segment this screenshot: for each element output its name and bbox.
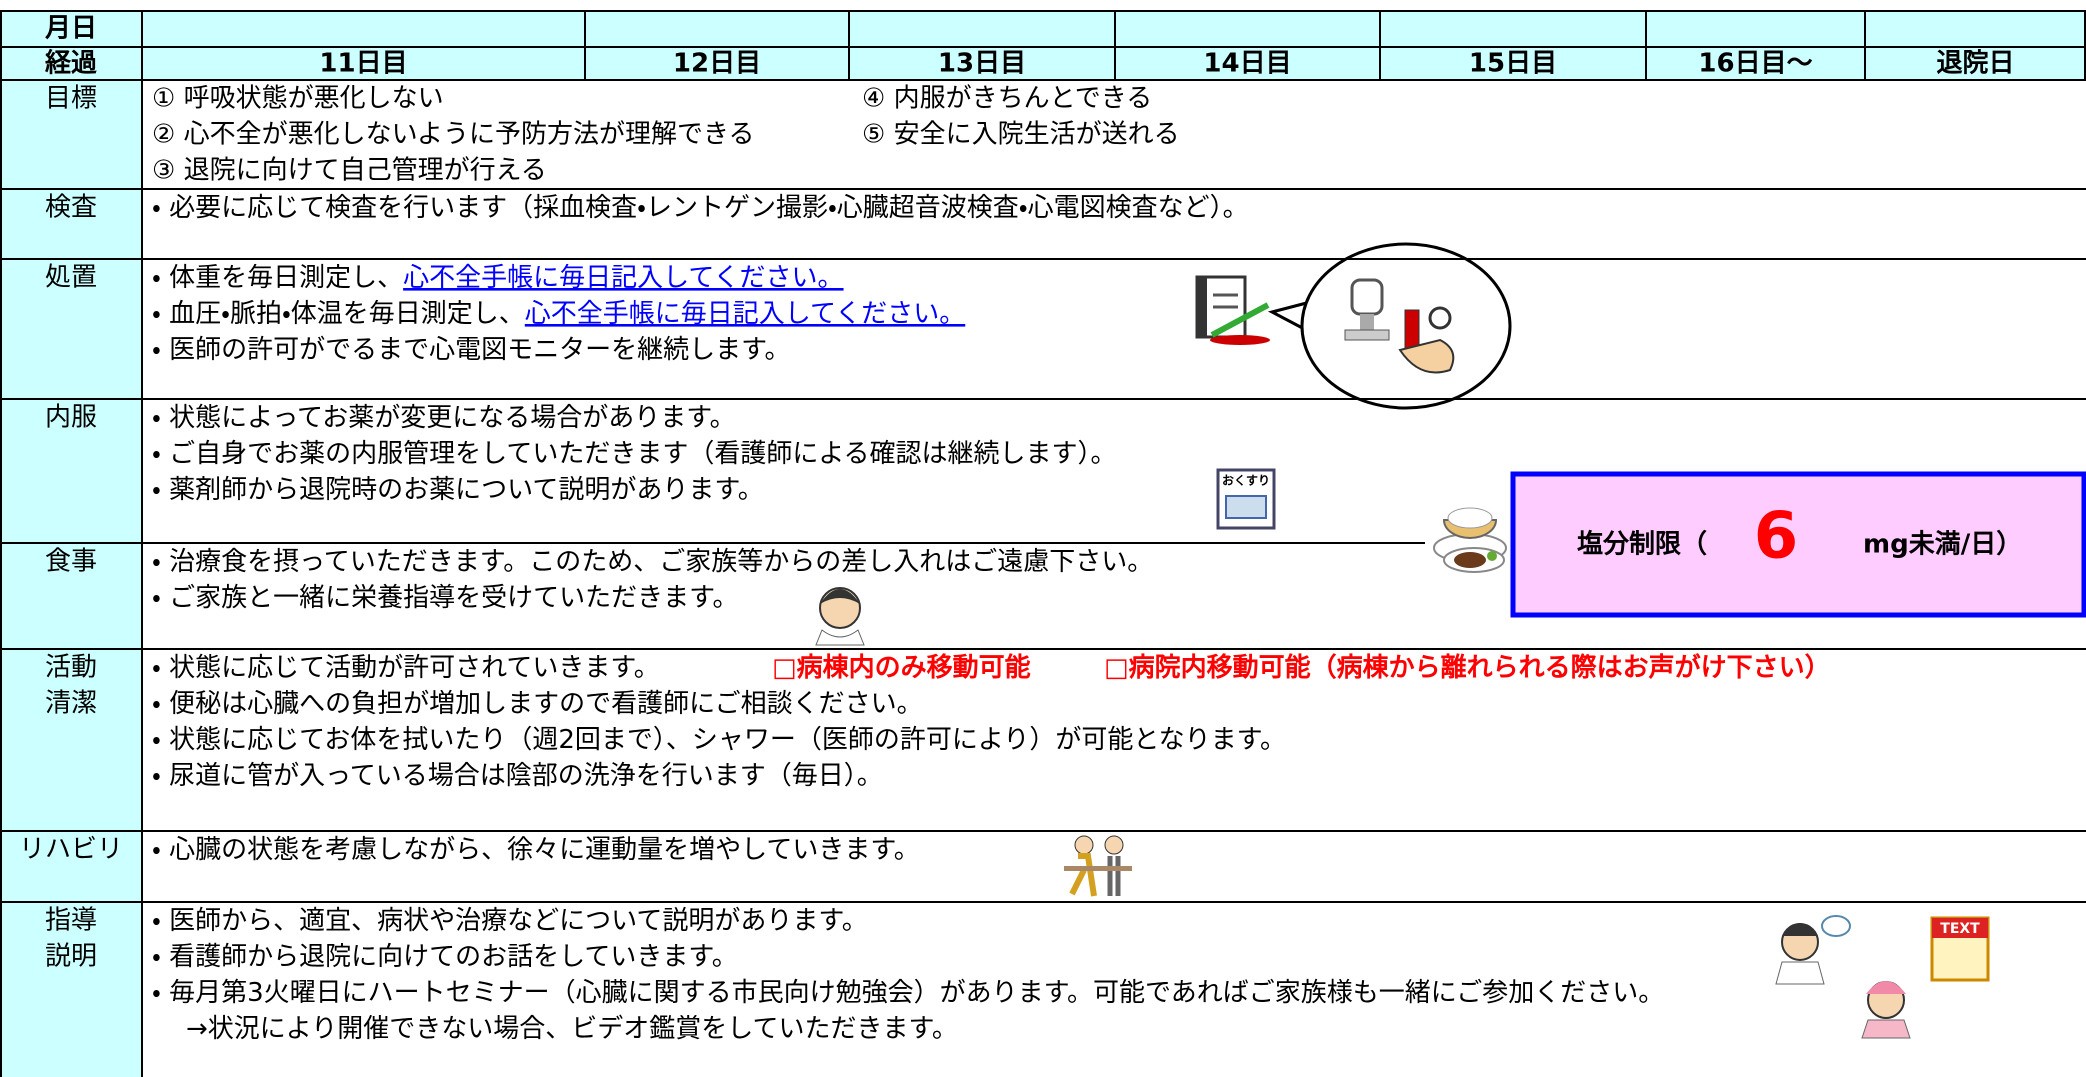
goal: ③ 退院に向けて自己管理が行える [152, 156, 547, 186]
row-line: →状況により開催できない場合、ビデオ鑑賞をしていただきます。 [186, 1014, 958, 1044]
row-line: ・ 必要に応じて検査を行います（採血検査・レントゲン撮影・心臓超音波検査・心電図… [152, 193, 1249, 223]
row-line: ・ 状態に応じてお体を拭いたり（週2回まで）、シャワー（医師の許可により）が可能… [152, 725, 1286, 755]
text-segment: ・ 血圧・脈拍・体温を毎日測定し、 [152, 299, 525, 329]
row-line: ・ 状態によってお薬が変更になる場合があります。 [152, 403, 736, 433]
day-label: 13日目 [938, 49, 1026, 79]
goal: ④ 内服がきちんとできる [862, 84, 1152, 114]
text-segment: ・ 便秘は心臓への負担が増加しますので看護師にご相談ください。 [152, 689, 923, 719]
row-label: 清潔 [45, 689, 97, 719]
grid [0, 10, 2086, 1077]
header-label: 経過 [45, 48, 97, 79]
day-label: 11日目 [319, 49, 407, 79]
nurse-icon [815, 587, 865, 646]
row-line: ・ ご自身でお薬の内服管理をしていただきます（看護師による確認は継続します）。 [152, 439, 1117, 469]
goal: ① 呼吸状態が悪化しない [152, 84, 444, 114]
nurse-icon-2 [1861, 981, 1911, 1039]
day-label: 16日目～ [1698, 49, 1812, 79]
text-segment: ・ 医師の許可がでるまで心電図モニターを継続します。 [152, 335, 791, 365]
day-label: 14日目 [1203, 49, 1291, 79]
text-segment: ・ 尿道に管が入っている場合は陰部の洗浄を行います（毎日）。 [152, 761, 883, 791]
text-segment: →状況により開催できない場合、ビデオ鑑賞をしていただきます。 [186, 1014, 958, 1044]
salt-label: 塩分制限（ [1577, 530, 1707, 560]
row-line: ・ 心臓の状態を考慮しながら、徐々に運動量を増やしていきます。 [152, 835, 920, 865]
row-label: 食事 [45, 547, 97, 577]
text-segment: ・ 必要に応じて検査を行います（採血検査・レントゲン撮影・心臓超音波検査・心電図… [152, 193, 1249, 223]
goal: ⑤ 安全に入院生活が送れる [862, 120, 1180, 150]
day-label: 12日目 [673, 49, 761, 79]
row-line: ・ 状態に応じて活動が許可されていきます。 □病棟内のみ移動可能 □病院内移動可能（… [152, 652, 1831, 683]
rehab-icon [1064, 835, 1132, 897]
text-segment: ・ ご自身でお薬の内服管理をしていただきます（看護師による確認は継続します）。 [152, 439, 1117, 469]
row-line: ・ 看護師から退院に向けてのお話をしていきます。 [152, 942, 738, 972]
row-label: 説明 [45, 942, 97, 972]
text-segment: ・ 薬剤師から退院時のお薬について説明があります。 [152, 475, 764, 505]
link[interactable]: 心不全手帳に毎日記入してください。 [525, 299, 965, 329]
day-label: 退院日 [1936, 49, 2014, 79]
row-label: 検査 [45, 193, 97, 223]
text-segment: ・ 医師から、適宜、病状や治療などについて説明があります。 [152, 906, 868, 936]
row-line: ・ 血圧・脈拍・体温を毎日測定し、心不全手帳に毎日記入してください。 [152, 299, 965, 329]
link[interactable]: 心不全手帳に毎日記入してください。 [403, 263, 843, 293]
row-line: ・ 治療食を摂っていただきます。このため、ご家族等からの差し入れはご遠慮下さい。 [152, 547, 1153, 577]
salt-value: 6 [1754, 500, 1799, 574]
row-line: ・ 尿道に管が入っている場合は陰部の洗浄を行います（毎日）。 [152, 761, 883, 791]
row-line: ・ 医師の許可がでるまで心電図モニターを継続します。 [152, 335, 791, 365]
row-line: ・ 薬剤師から退院時のお薬について説明があります。 [152, 475, 764, 505]
salt-box [1510, 471, 2086, 618]
row-label: 内服 [45, 403, 97, 433]
row-line: ・ 毎月第3火曜日にハートセミナー（心臓に関する市民向け勉強会）があります。可能… [152, 978, 1664, 1008]
text-segment: ・ 体重を毎日測定し、 [152, 263, 403, 293]
text-segment: □病棟内のみ移動可能 [772, 653, 1031, 683]
medicine-icon-label: おくすり [1222, 474, 1270, 488]
row-label: 処置 [45, 263, 97, 293]
row-line: ・ 便秘は心臓への負担が増加しますので看護師にご相談ください。 [152, 689, 923, 719]
row-label: 指導 [45, 906, 97, 936]
row-label: 目標 [45, 84, 97, 114]
medicine-icon: おくすり [1216, 468, 1276, 530]
text-segment: □病院内移動可能（病棟から離れられる際はお声がけ下さい） [1104, 652, 1831, 683]
notebook-icon [1195, 275, 1270, 345]
textbook-icon: TEXT [1930, 916, 1990, 982]
meal-icon [1433, 507, 1507, 573]
speech-bubble [1267, 242, 1512, 410]
doctor-icon [1775, 915, 1851, 985]
textbook-icon-label: TEXT [1940, 921, 1980, 937]
text-segment: ・ 心臓の状態を考慮しながら、徐々に運動量を増やしていきます。 [152, 835, 920, 865]
goal: ② 心不全が悪化しないように予防方法が理解できる [152, 120, 755, 150]
text-segment: ・ 状態に応じて活動が許可されていきます。 [152, 653, 660, 683]
text-segment: ・ 治療食を摂っていただきます。このため、ご家族等からの差し入れはご遠慮下さい。 [152, 547, 1153, 577]
text-segment: ・ 毎月第3火曜日にハートセミナー（心臓に関する市民向け勉強会）があります。可能… [152, 978, 1664, 1008]
day-label: 15日目 [1469, 49, 1557, 79]
row-line: ・ ご家族と一緒に栄養指導を受けていただきます。 [152, 583, 739, 613]
row-line: ・ 医師から、適宜、病状や治療などについて説明があります。 [152, 906, 868, 936]
text-segment: ・ 看護師から退院に向けてのお話をしていきます。 [152, 942, 738, 972]
header-label: 月日 [44, 14, 97, 44]
row-label: リハビリ [19, 835, 123, 865]
row-label: 活動 [45, 653, 97, 683]
text-segment: ・ 状態によってお薬が変更になる場合があります。 [152, 403, 736, 433]
text-segment: ・ 状態に応じてお体を拭いたり（週2回まで）、シャワー（医師の許可により）が可能… [152, 725, 1286, 755]
salt-unit: mg未満/日） [1863, 530, 2022, 560]
row-line: ・ 体重を毎日測定し、心不全手帳に毎日記入してください。 [152, 263, 844, 293]
text-segment: ・ ご家族と一緒に栄養指導を受けていただきます。 [152, 583, 739, 613]
